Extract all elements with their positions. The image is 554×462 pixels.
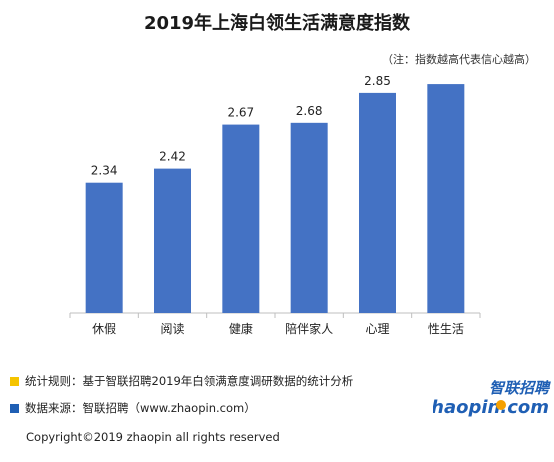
footer-method-line: 统计规则：基于智联招聘2019年白领满意度调研数据的统计分析 — [10, 373, 353, 389]
svg-text:智联招聘: 智联招聘 — [489, 379, 551, 397]
zhaopin-logo: 智联招聘 zhaopin.com — [433, 379, 551, 418]
data-label: 2.67 — [227, 106, 254, 120]
bar — [290, 122, 328, 314]
x-tick-label: 阅读 — [160, 322, 184, 336]
x-tick-label: 健康 — [229, 321, 253, 336]
bar — [85, 182, 123, 313]
footer-method: 统计规则：基于智联招聘2019年白领满意度调研数据的统计分析 — [25, 374, 354, 388]
bar — [222, 124, 260, 313]
blue-square-icon — [10, 403, 19, 413]
yellow-square-icon — [10, 376, 19, 386]
bar — [427, 84, 465, 313]
chart-title: 2019年上海白领生活满意度指数 — [143, 13, 411, 34]
x-tick-label: 性生活 — [428, 322, 464, 336]
x-tick-label: 休假 — [92, 322, 116, 336]
x-tick-label: 陪伴家人 — [285, 321, 333, 336]
footer-source-line: 数据来源：智联招聘（www.zhaopin.com） — [10, 400, 256, 416]
bar — [154, 168, 191, 313]
x-tick-label: 心理 — [365, 322, 389, 336]
bar — [359, 92, 396, 314]
footer-source: 数据来源：智联招聘（www.zhaopin.com） — [25, 401, 256, 415]
data-label: 2.42 — [159, 150, 186, 164]
data-label: 2.34 — [91, 164, 118, 178]
data-label: 2.85 — [364, 74, 391, 88]
copyright: Copyright©2019 zhaopin all rights reserv… — [26, 430, 280, 444]
data-label: 2.68 — [296, 104, 323, 118]
bar-chart: 休假 阅读 健康 陪伴家人 心理 性生活 2.34 2.42 2.67 2.68 2.85 — [69, 74, 481, 336]
svg-text:zhaopin.com: zhaopin.com — [433, 397, 549, 418]
chart-note: （注：指数越高代表信心越高） — [382, 53, 536, 66]
